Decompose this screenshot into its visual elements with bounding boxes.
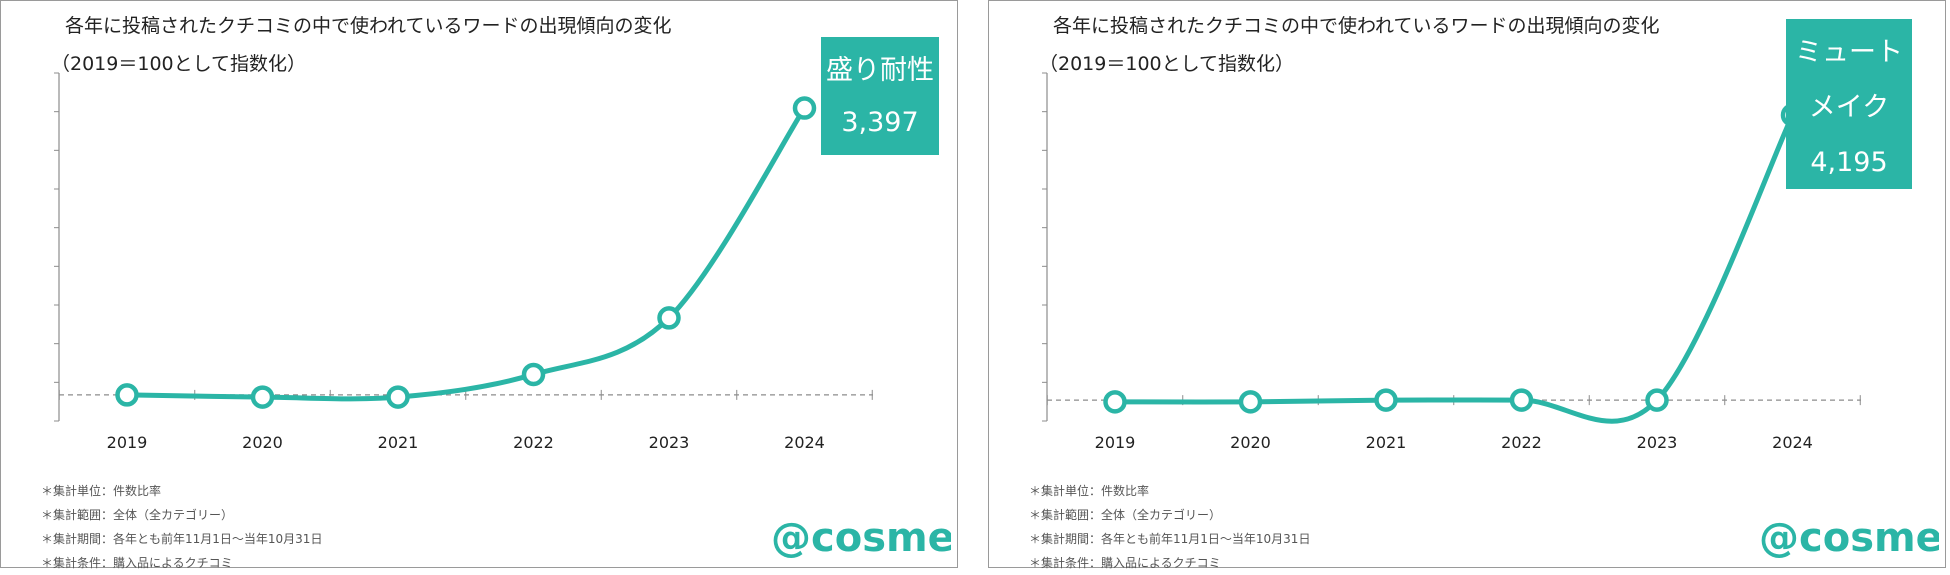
data-point	[521, 362, 546, 387]
chart-title: 各年に投稿されたクチコミの中で使われているワードの出現傾向の変化	[1053, 15, 1660, 37]
x-tick-label: 2023	[649, 433, 690, 452]
data-point	[657, 306, 681, 330]
data-point	[250, 385, 275, 409]
value-callout: 盛り耐性 3,397	[821, 37, 939, 155]
line-chart-plot: 2019 2020 2021 2022 2023 2024	[54, 72, 873, 452]
chart-panel-left: 各年に投稿されたクチコミの中で使われているワードの出現傾向の変化 （2019＝1…	[0, 0, 958, 570]
chart-panel-right: 各年に投稿されたクチコミの中で使われているワードの出現傾向の変化 （2019＝1…	[988, 0, 1946, 570]
callout-label: ミュート	[1795, 37, 1903, 68]
footnote: ＊集計単位：件数比率	[41, 484, 162, 498]
data-point	[1509, 388, 1534, 412]
logo-text: @cosme	[1759, 515, 1939, 561]
chart-subtitle: （2019＝100として指数化）	[51, 53, 307, 75]
callout-label: 盛り耐性	[826, 55, 934, 86]
footnote: ＊集計期間：各年とも前年11月1日～当年10月31日	[1029, 532, 1311, 546]
x-tick-label: 2022	[1501, 433, 1542, 452]
x-tick-label: 2021	[378, 433, 419, 452]
series-line	[124, 105, 807, 402]
x-tick-label: 2019	[107, 433, 148, 452]
footnotes: ＊集計単位：件数比率 ＊集計範囲：全体（全カテゴリー） ＊集計期間：各年とも前年…	[1029, 479, 1310, 575]
chart-title: 各年に投稿されたクチコミの中で使われているワードの出現傾向の変化	[65, 15, 672, 37]
data-point	[1374, 388, 1398, 412]
data-point	[115, 383, 139, 407]
x-tick-label: 2021	[1366, 433, 1407, 452]
x-tick-label: 2024	[784, 433, 825, 452]
x-tick-label: 2024	[1772, 433, 1813, 452]
x-tick-label: 2020	[1230, 433, 1271, 452]
x-tick-label: 2023	[1637, 433, 1678, 452]
footnote: ＊集計期間：各年とも前年11月1日～当年10月31日	[41, 532, 323, 546]
footnotes: ＊集計単位：件数比率 ＊集計範囲：全体（全カテゴリー） ＊集計期間：各年とも前年…	[41, 479, 322, 575]
data-point	[792, 96, 817, 120]
chart-subtitle: （2019＝100として指数化）	[1039, 53, 1295, 75]
data-point	[386, 385, 410, 409]
logo-text: @cosme	[771, 515, 951, 561]
line-chart-plot: 2019 2020 2021 2022 2023 2024	[1042, 72, 1861, 452]
series-line	[1112, 112, 1795, 424]
x-tick-label: 2022	[513, 433, 554, 452]
x-tick-label: 2019	[1095, 433, 1136, 452]
data-point	[1238, 390, 1263, 414]
callout-label: メイク	[1808, 92, 1890, 123]
callout-value: 3,397	[841, 107, 919, 138]
value-callout: ミュート メイク 4,195	[1786, 19, 1912, 189]
footnote: ＊集計単位：件数比率	[1029, 484, 1150, 498]
callout-value: 4,195	[1810, 147, 1888, 178]
footnote: ＊集計条件：購入品によるクチコミ	[1029, 556, 1221, 570]
data-point	[1103, 390, 1127, 414]
data-point	[1645, 388, 1669, 412]
footnote: ＊集計条件：購入品によるクチコミ	[41, 556, 233, 570]
footnote: ＊集計範囲：全体（全カテゴリー）	[1029, 508, 1222, 522]
cosme-logo: @cosme	[771, 515, 951, 561]
x-tick-label: 2020	[242, 433, 283, 452]
footnote: ＊集計範囲：全体（全カテゴリー）	[41, 508, 234, 522]
cosme-logo: @cosme	[1759, 515, 1939, 561]
